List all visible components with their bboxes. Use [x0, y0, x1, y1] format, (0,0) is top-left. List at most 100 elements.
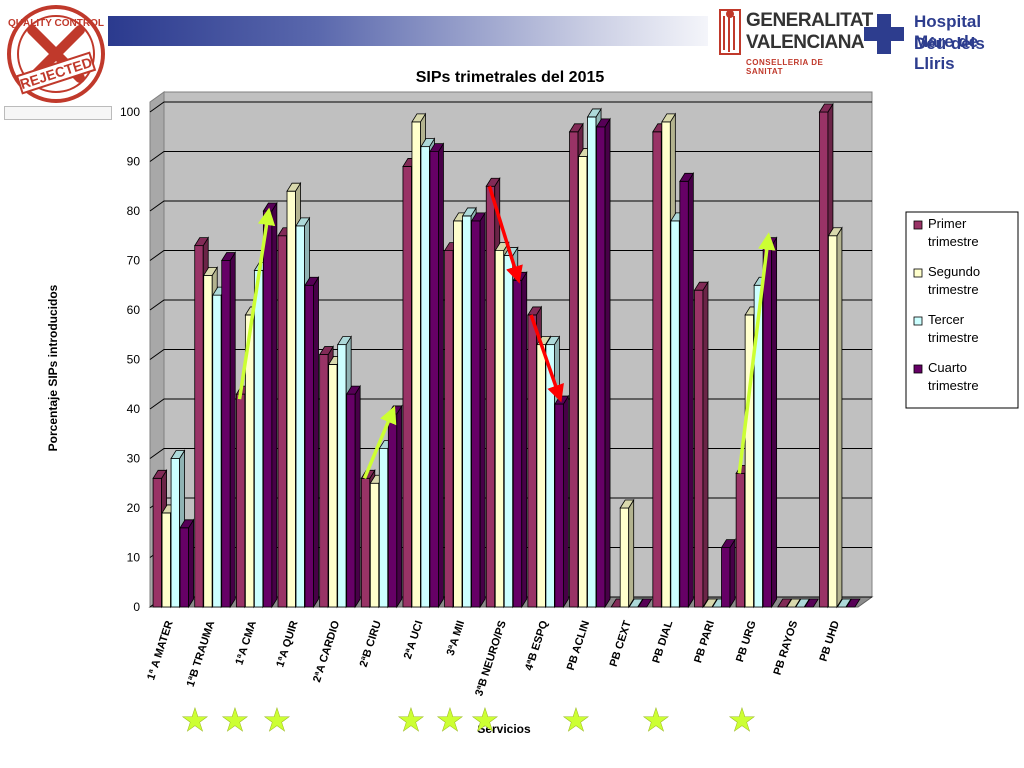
bar-front: [462, 215, 472, 608]
bar-top: [470, 212, 486, 222]
x-tick-label: 3ªB NEURO/PS: [473, 619, 509, 698]
y-tick-label: 70: [127, 254, 141, 268]
legend: Primer trimestre Segundo trimestre Tercer tri…: [905, 211, 1019, 409]
bar-top: [429, 143, 445, 152]
bar-front: [554, 403, 564, 608]
star-icon: ★: [642, 701, 671, 739]
bar-top: [619, 499, 635, 509]
hospital-name-line1: Hospital Mare de: [914, 12, 982, 51]
bar-side: [479, 211, 486, 609]
bar-side: [628, 498, 635, 609]
bar-front: [253, 269, 264, 608]
bar-front: [152, 477, 162, 608]
hospital-cross-icon: [864, 14, 904, 54]
bar-top: [786, 598, 802, 608]
bar: [693, 280, 709, 609]
bar-front: [420, 146, 430, 608]
x-tick-label: PB ACLIN: [565, 619, 592, 672]
bar: [220, 251, 236, 609]
bar-front: [235, 393, 246, 608]
x-tick-label: 4ªB ESPQ: [523, 619, 551, 672]
bar-front: [411, 121, 421, 608]
y-tick-label: 60: [127, 303, 141, 317]
bar-side: [521, 270, 528, 609]
bar: [836, 598, 852, 608]
trend-arrow: [529, 314, 564, 403]
bar-front: [203, 274, 213, 608]
bar-front: [387, 413, 398, 608]
x-tick-label: PB URG: [734, 619, 759, 663]
bar: [637, 598, 653, 608]
star-icon: ★: [728, 701, 757, 739]
bar-front: [170, 458, 180, 608]
bar-front: [194, 245, 204, 608]
bar-top: [318, 346, 334, 355]
bar: [619, 498, 635, 609]
y-tick-label: 0: [133, 600, 140, 614]
x-tick-label: 1ªA CMA: [233, 619, 259, 666]
legend-box: [905, 211, 1019, 409]
bar-front: [212, 294, 222, 608]
bar-top: [818, 103, 834, 113]
bar-front: [369, 482, 380, 608]
bar-front: [512, 279, 523, 608]
bar: [827, 226, 843, 609]
y-tick-label: 40: [127, 402, 141, 416]
legend-entry: Primer trimestre: [928, 216, 979, 249]
bar-front: [295, 225, 305, 608]
bar-front: [661, 121, 671, 608]
bar-side: [313, 275, 319, 609]
bar-front: [277, 235, 287, 608]
bar-front: [596, 126, 606, 608]
bar-side: [604, 117, 611, 609]
bar-top: [461, 207, 477, 217]
bar-side: [229, 251, 236, 609]
bar: [387, 404, 403, 609]
bar-front: [378, 448, 389, 608]
bar-front: [819, 111, 829, 608]
gridline: [149, 101, 872, 113]
bar-top: [628, 598, 644, 608]
bar-front: [161, 512, 171, 608]
x-tick-label: 3ªA MII: [445, 619, 468, 657]
gridline: [149, 349, 872, 360]
bar-side: [396, 404, 403, 609]
bar-top: [527, 306, 543, 316]
bar-front: [828, 235, 838, 608]
bar: [720, 538, 736, 609]
bar-front: [444, 250, 454, 608]
bar-side: [188, 518, 194, 609]
bar-top: [845, 598, 861, 608]
bar-front: [485, 185, 496, 608]
y-tick-label: 50: [127, 353, 141, 367]
chart-title: SIPs trimetrales del 2015: [416, 69, 605, 86]
bar-front: [494, 250, 505, 608]
legend-entry: Tercer trimestre: [928, 312, 979, 345]
bar-front: [721, 547, 731, 608]
bar-top: [295, 217, 311, 227]
bar: [429, 142, 445, 609]
bar-side: [438, 142, 444, 609]
bar-top: [804, 598, 820, 608]
bar-front: [619, 507, 630, 608]
header-gradient-bar: [108, 16, 708, 46]
stars: ★ ★ ★ ★ ★ ★ ★ ★ ★: [180, 701, 757, 740]
bar-top: [836, 598, 852, 608]
legend-entry: Cuarto trimestre: [928, 360, 979, 393]
bar-side: [836, 226, 843, 609]
bar-top: [152, 469, 168, 479]
bar-front: [328, 364, 338, 608]
bar-front: [453, 220, 463, 608]
bar-front: [578, 156, 588, 608]
bar-side: [687, 171, 694, 609]
bar-front: [286, 190, 296, 608]
bar-front: [735, 472, 746, 608]
bar: [595, 117, 611, 609]
star-icon: ★: [181, 701, 210, 739]
x-tick-label: 2ªB CIRU: [358, 619, 384, 668]
x-tick-label: 1ªA QUIR: [274, 619, 300, 669]
legend-swatch: [913, 316, 923, 326]
bar-front: [471, 220, 481, 608]
bar: [512, 270, 528, 609]
bar-front: [527, 314, 537, 608]
